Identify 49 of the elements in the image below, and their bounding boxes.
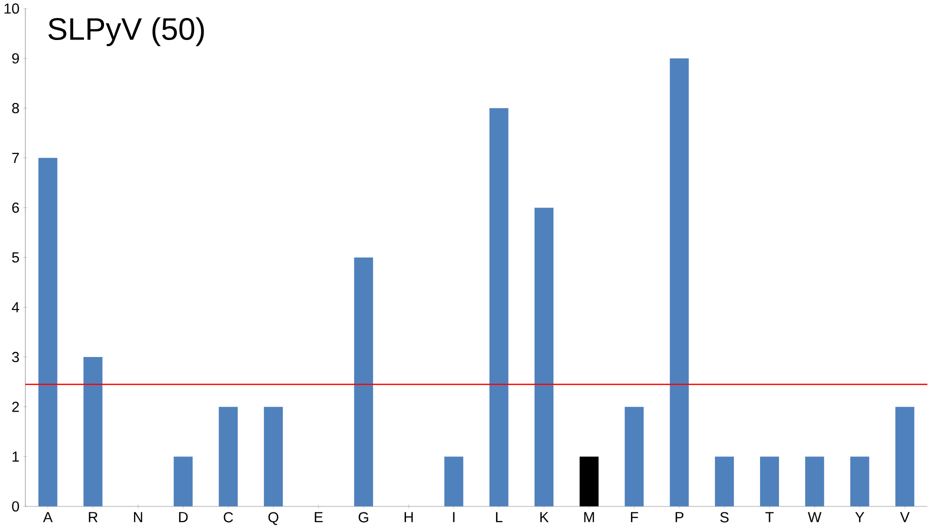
y-tick-label: 6 (12, 202, 19, 213)
x-tick-label: T (765, 512, 774, 522)
x-tick-label: Q (268, 512, 278, 525)
x-tick-label: A (43, 512, 53, 522)
x-tick-label: L (496, 512, 502, 522)
x-tick-label: D (179, 512, 188, 522)
x-tick-label: C (224, 512, 233, 522)
x-tick-label: V (900, 512, 910, 522)
x-tick-label: E (314, 512, 323, 522)
bar (38, 158, 58, 506)
bar (444, 456, 464, 506)
x-tick-label: R (88, 512, 98, 522)
x-tick-label: S (720, 512, 729, 522)
y-tick-label: 10 (4, 3, 20, 14)
chart-title: SLPyV (50) (48, 17, 204, 46)
bar (174, 456, 193, 506)
bar (264, 406, 283, 506)
y-tick-label: 4 (12, 302, 20, 312)
x-tick-label: F (630, 512, 638, 522)
x-tick-label: I (453, 512, 454, 522)
bar (580, 456, 599, 506)
x-tick-label: G (358, 512, 368, 522)
y-tick-label: 3 (12, 352, 19, 362)
x-tick-label: K (540, 512, 549, 522)
y-tick-label: 7 (12, 152, 19, 163)
x-tick-label: Y (855, 512, 864, 522)
x-tick-label: W (808, 512, 822, 522)
y-tick-label: 9 (12, 53, 19, 64)
bar (489, 108, 508, 506)
x-tick-label: M (584, 512, 594, 522)
y-tick-label: 5 (12, 252, 19, 262)
bar (760, 456, 779, 506)
bar (218, 406, 238, 506)
bar (714, 456, 734, 506)
bar (83, 356, 102, 506)
y-tick-label: 8 (12, 102, 19, 114)
x-tick-label: N (134, 512, 142, 522)
bar (895, 406, 914, 506)
bar (534, 207, 554, 506)
y-tick-label: 1 (12, 451, 19, 462)
bar (354, 257, 374, 506)
y-tick-label: 2 (12, 402, 19, 412)
bar (670, 58, 689, 506)
x-tick-label: P (676, 512, 684, 522)
bar (850, 456, 870, 506)
x-tick-label: H (404, 512, 413, 522)
bar (805, 456, 824, 506)
bar (624, 406, 644, 506)
y-tick-label: 0 (12, 501, 20, 512)
